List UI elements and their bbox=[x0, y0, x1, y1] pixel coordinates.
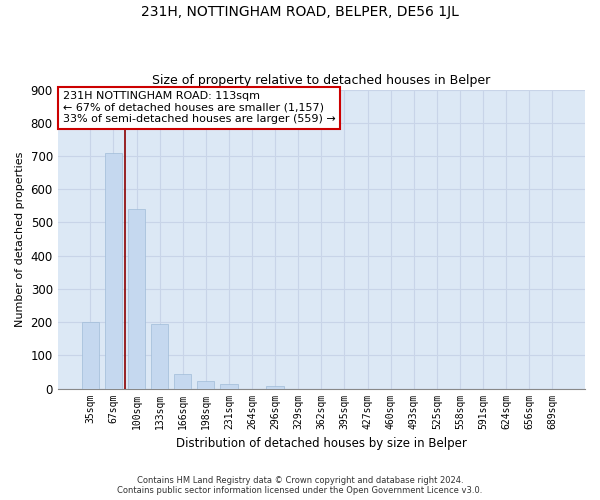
Bar bbox=[220, 384, 238, 388]
Bar bbox=[82, 322, 99, 388]
Bar bbox=[105, 152, 122, 388]
Y-axis label: Number of detached properties: Number of detached properties bbox=[15, 152, 25, 326]
Bar bbox=[266, 386, 284, 388]
Bar bbox=[174, 374, 191, 388]
Bar bbox=[151, 324, 168, 388]
Text: 231H NOTTINGHAM ROAD: 113sqm
← 67% of detached houses are smaller (1,157)
33% of: 231H NOTTINGHAM ROAD: 113sqm ← 67% of de… bbox=[63, 91, 335, 124]
Text: 231H, NOTTINGHAM ROAD, BELPER, DE56 1JL: 231H, NOTTINGHAM ROAD, BELPER, DE56 1JL bbox=[141, 5, 459, 19]
Bar bbox=[197, 381, 214, 388]
Bar bbox=[128, 209, 145, 388]
Title: Size of property relative to detached houses in Belper: Size of property relative to detached ho… bbox=[152, 74, 490, 87]
Text: Contains HM Land Registry data © Crown copyright and database right 2024.
Contai: Contains HM Land Registry data © Crown c… bbox=[118, 476, 482, 495]
X-axis label: Distribution of detached houses by size in Belper: Distribution of detached houses by size … bbox=[176, 437, 467, 450]
